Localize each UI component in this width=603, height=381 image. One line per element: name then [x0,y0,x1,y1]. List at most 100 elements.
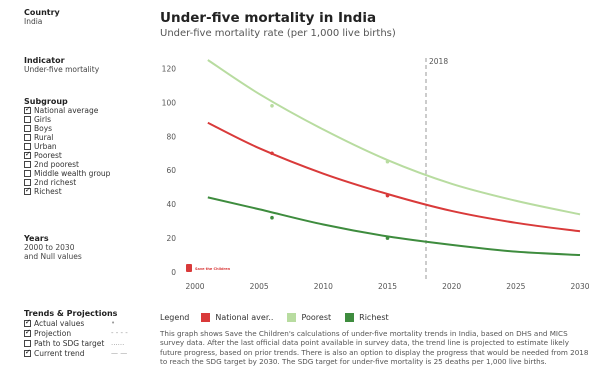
series-line [207,59,581,216]
filter-sidebar: Country India Indicator Under-five morta… [0,0,150,381]
legend-item[interactable]: National aver.. [201,313,273,322]
y-tick-label: 20 [166,234,176,243]
y-tick-label: 120 [162,64,177,73]
checkbox[interactable] [24,134,31,141]
trend-line-style-icon: - - - - [111,328,128,337]
country-value[interactable]: India [24,17,43,26]
legend-swatch [345,313,355,322]
trend-option[interactable]: Path to SDG target...... [24,338,139,348]
checkbox[interactable] [24,318,31,327]
trend-option-label: Actual values [34,318,85,328]
trend-line-style-icon: ...... [111,338,125,347]
subgroup-option-label: Girls [34,115,51,124]
y-tick-label: 40 [166,200,176,209]
subgroup-option-label: Urban [34,142,57,151]
years-range[interactable]: 2000 to 2030 [24,243,75,252]
trend-option[interactable]: Current trend — — [24,348,139,358]
subgroup-option[interactable]: 2nd poorest [24,160,110,169]
data-point [270,215,274,220]
x-tick-label: 2020 [442,282,461,291]
subgroup-option-label: Middle wealth group [34,169,111,178]
trend-line-style-icon: — — [111,348,128,357]
y-tick-label: 60 [166,166,176,175]
country-filter[interactable]: Country India [24,8,60,26]
subgroup-option[interactable]: Middle wealth group [24,169,110,178]
y-tick-label: 100 [162,98,177,107]
x-tick-label: 2000 [185,282,204,291]
logo-text: Save the Children [195,267,231,271]
checkbox[interactable] [24,328,31,337]
chart-legend: Legend National aver.. Poorest Richest [160,313,403,322]
trends-title: Trends & Projections [24,309,118,318]
subgroup-option-label: Boys [34,124,53,133]
legend-item-label: National aver.. [215,313,274,322]
subgroup-option[interactable]: Girls [24,115,110,124]
subgroup-list: National averageGirlsBoysRuralUrbanPoore… [24,105,110,196]
checkbox[interactable] [24,186,31,195]
checkbox[interactable] [24,170,31,177]
legend-swatch [201,313,211,322]
series-line [207,196,581,257]
years-filter[interactable]: Years 2000 to 2030 and Null values [24,234,82,261]
chart-description: This graph shows Save the Children's cal… [160,329,589,366]
subgroup-option[interactable]: Richest [24,186,110,196]
checkbox[interactable] [24,348,31,357]
subgroup-option[interactable]: National average [24,105,110,115]
checkbox[interactable] [24,339,31,347]
legend-item[interactable]: Richest [345,313,389,322]
trend-option-label: Current trend [34,348,85,358]
x-tick-label: 2015 [378,282,397,291]
trend-option[interactable]: Actual values • [24,318,139,328]
years-title: Years [24,234,49,243]
x-tick-label: 2010 [314,282,333,291]
checkbox[interactable] [24,161,31,168]
trend-option[interactable]: Projection - - - - [24,328,139,338]
subgroup-option[interactable]: Poorest [24,150,110,160]
checkbox[interactable] [24,105,31,114]
x-tick-label: 2030 [570,282,589,291]
checkbox[interactable] [24,116,31,123]
series-line [207,121,581,233]
data-point [270,103,274,108]
subgroup-title: Subgroup [24,97,68,106]
data-point [385,159,390,164]
checkbox[interactable] [24,150,31,159]
chart-subtitle: Under-five mortality rate (per 1,000 liv… [160,28,396,39]
subgroup-option[interactable]: Rural [24,133,110,142]
indicator-filter[interactable]: Indicator Under-five mortality [24,56,99,74]
subgroup-option-label: National average [34,106,99,115]
x-tick-label: 2025 [506,282,525,291]
indicator-title: Indicator [24,56,65,65]
subgroup-option-label: Rural [34,133,54,142]
country-title: Country [24,8,60,17]
trends-filter: Trends & Projections Actual values•Proje… [24,309,139,358]
y-tick-label: 0 [171,268,176,277]
data-point [385,193,390,198]
data-point [385,236,390,240]
subgroup-option-label: 2nd poorest [34,160,79,169]
subgroup-filter: Subgroup National averageGirlsBoysRuralU… [24,97,110,196]
subgroup-option-label: Richest [34,187,62,196]
indicator-value[interactable]: Under-five mortality [24,65,100,74]
mortality-chart: 0 20 40 60 80 100 120 2000 2005 2010 2015 2020 2025 2… [162,57,590,291]
legend-item[interactable]: Poorest [287,313,331,322]
legend-swatch [287,313,297,322]
subgroup-option[interactable]: Boys [24,124,110,133]
y-tick-label: 80 [166,132,176,141]
data-point [270,151,274,156]
years-null-values[interactable]: and Null values [24,252,82,261]
trend-list: Actual values•Projection- - - -Path to S… [24,318,139,358]
checkbox[interactable] [24,125,31,132]
trend-option-label: Projection [34,328,72,338]
subgroup-option-label: Poorest [34,151,62,160]
legend-item-label: Richest [359,313,389,322]
legend-item-label: Poorest [301,313,332,322]
subgroup-option-label: 2nd richest [34,178,77,187]
legend-items: National aver.. Poorest Richest [201,313,402,322]
chart-title: Under-five mortality in India [160,10,377,26]
trend-line-style-icon: • [111,318,116,327]
trend-option-label: Path to SDG target [34,338,105,348]
x-tick-label: 2005 [250,282,269,291]
year-marker-label: 2018 [429,57,448,66]
save-the-children-logo-icon [186,264,192,272]
